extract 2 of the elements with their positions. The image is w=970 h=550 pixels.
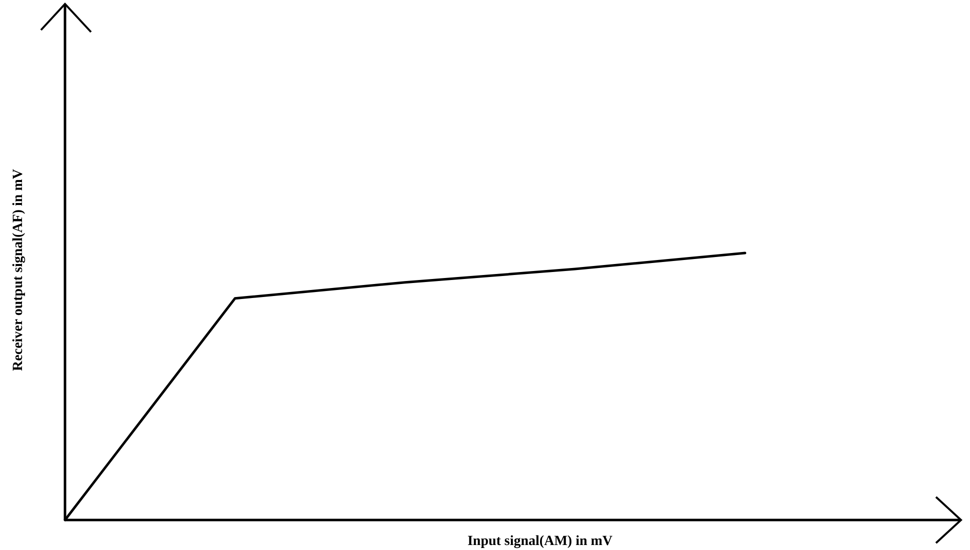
x-axis-title: Input signal(AM) in mV xyxy=(467,534,613,549)
y-axis-title: Receiver output signal(AF) in mV xyxy=(11,169,26,371)
